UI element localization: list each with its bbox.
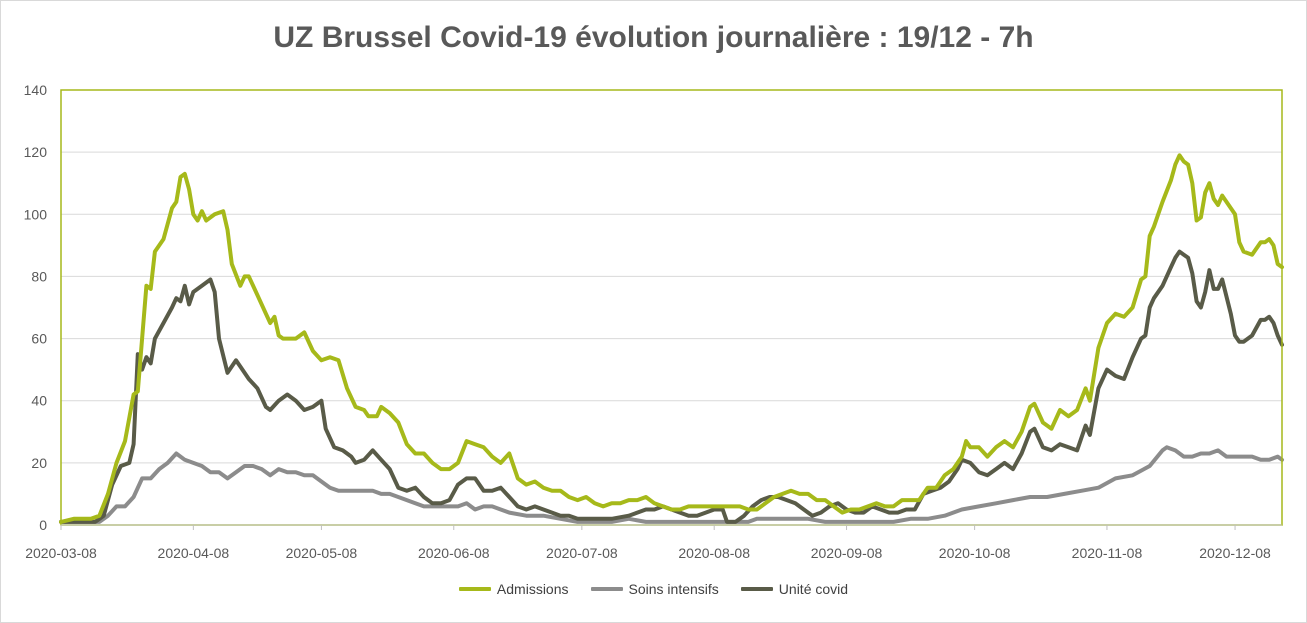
legend-item: Unité covid (740, 581, 849, 597)
legend-swatch (740, 587, 773, 591)
chart-title: UZ Brussel Covid-19 évolution journalièr… (273, 21, 1034, 54)
y-tick-label: 80 (31, 268, 47, 284)
legend-item: Soins intensifs (590, 581, 719, 597)
series-lines (59, 153, 1284, 524)
x-tick-label: 2020-04-08 (158, 545, 230, 561)
plot-area-border (60, 89, 1283, 526)
y-tick-label: 40 (31, 393, 47, 409)
legend: Admissions Soins intensifs Unité covid (1, 581, 1306, 597)
gridlines (61, 151, 1282, 464)
series-line-admissions (59, 153, 1284, 524)
legend-label: Admissions (496, 581, 569, 597)
y-tick-label: 120 (24, 144, 48, 160)
legend-swatch (458, 587, 491, 591)
x-tick-label: 2020-11-08 (1072, 545, 1143, 561)
series-line-unit-covid (59, 249, 1284, 524)
y-axis: 0 20 40 60 80 100 120 140 (24, 82, 48, 533)
y-tick-label: 140 (24, 82, 48, 98)
y-tick-label: 100 (24, 206, 48, 222)
x-tick-label: 2020-10-08 (939, 545, 1011, 561)
x-tick-label: 2020-12-08 (1199, 545, 1271, 561)
y-tick-label: 20 (31, 455, 47, 471)
y-tick-label: 60 (31, 331, 47, 347)
x-axis: 2020-03-08 2020-04-08 2020-05-08 2020-06-08… (25, 524, 1282, 561)
legend-label: Soins intensifs (628, 581, 719, 597)
x-tick-label: 2020-08-08 (678, 545, 750, 561)
legend-label: Unité covid (778, 581, 849, 597)
x-tick-label: 2020-03-08 (25, 545, 97, 561)
legend-item: Admissions (458, 581, 569, 597)
series-line-soins-intensifs (59, 445, 1284, 524)
x-tick-label: 2020-05-08 (286, 545, 358, 561)
y-tick-label: 0 (39, 517, 47, 533)
x-tick-label: 2020-07-08 (546, 545, 618, 561)
x-tick-label: 2020-06-08 (418, 545, 490, 561)
x-tick-label: 2020-09-08 (811, 545, 883, 561)
legend-swatch (590, 587, 623, 591)
